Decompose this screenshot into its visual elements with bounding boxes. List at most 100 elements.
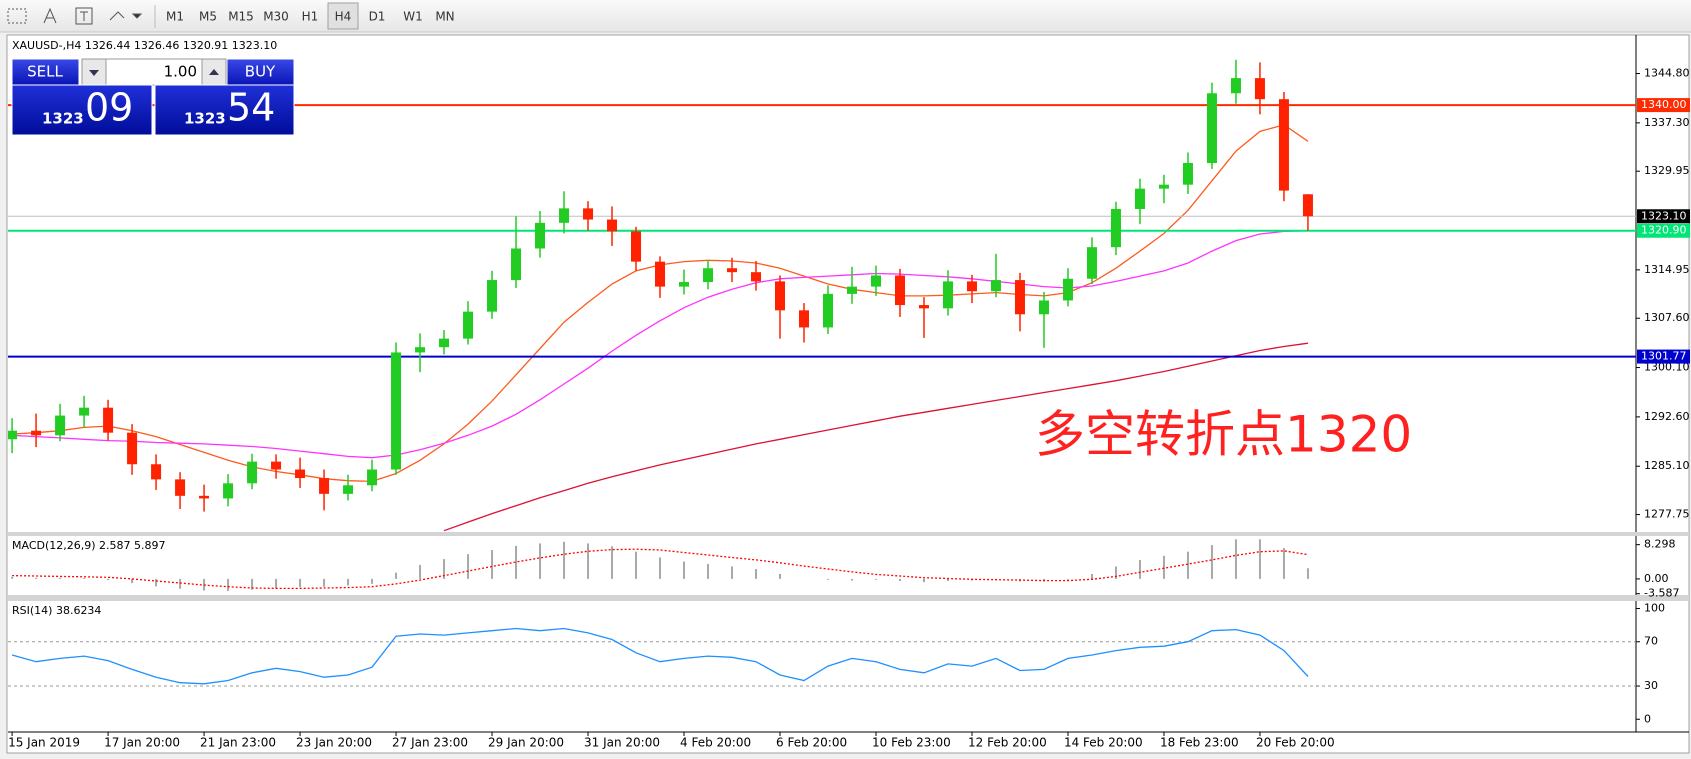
candle-body [727, 268, 738, 273]
timeframe-button[interactable]: M30 [263, 10, 289, 24]
x-tick-label: 17 Jan 20:00 [104, 736, 180, 750]
x-tick-label: 20 Feb 20:00 [1256, 736, 1335, 750]
ask-big: 1323 [184, 110, 226, 128]
candle-body [55, 415, 66, 436]
moving-average [443, 342, 1309, 532]
candle-body [319, 478, 330, 494]
icon-text[interactable] [43, 7, 57, 24]
sell-label: SELL [27, 63, 63, 81]
candle-body [391, 352, 402, 470]
active-timeframe [327, 2, 359, 30]
candle-body [583, 208, 594, 220]
price-label-box [1637, 349, 1690, 364]
candle-body [942, 281, 953, 309]
candle-body [1182, 162, 1193, 185]
candle-body [1086, 247, 1097, 279]
ask-small: 54 [227, 86, 275, 130]
toolbar-icons [7, 5, 156, 28]
price-label-box [1637, 98, 1690, 113]
x-tick-label: 12 Feb 20:00 [968, 736, 1047, 750]
candle-body [487, 280, 498, 312]
y-tick-label: 1307.60 [1644, 311, 1690, 324]
chart-window [6, 34, 1690, 754]
panes: 1344.80 1337.30 1329.95 1314.95 1307.60 1300.… [8, 39, 1690, 750]
candle-body [775, 281, 786, 311]
price-label: 1340.00 [1641, 98, 1687, 111]
candle-body [127, 432, 138, 465]
lot-down-arrow [89, 70, 99, 76]
x-tick-label: 14 Feb 20:00 [1064, 736, 1143, 750]
timeframe-button[interactable]: M15 [228, 10, 254, 24]
y-tick-label: 100 [1644, 602, 1665, 615]
candle-body [271, 461, 282, 470]
timeframe-button[interactable]: H1 [302, 10, 319, 24]
lot-field[interactable] [105, 58, 203, 86]
indicator-title: MACD(12,26,9) 2.587 5.897 [12, 539, 166, 552]
candle-body [463, 311, 474, 339]
candle-body [559, 208, 570, 223]
plot [11, 539, 1309, 591]
candle-body [1278, 99, 1289, 191]
candle-body [415, 347, 426, 353]
candle-body [1038, 300, 1049, 315]
pane-separator [8, 595, 1689, 601]
moving-average [12, 230, 1309, 459]
candle-body [535, 222, 546, 249]
bid-box[interactable] [11, 84, 153, 136]
annotation: 多空转折点1320 [1035, 406, 1412, 464]
price-label: 1301.77 [1641, 350, 1687, 363]
candle-body [439, 338, 450, 348]
candle-body [1158, 184, 1169, 189]
timeframe-button[interactable]: M1 [166, 10, 184, 24]
candle-body [607, 219, 618, 232]
timeframe-button[interactable]: M5 [199, 10, 217, 24]
candle-body [966, 281, 977, 292]
plot [8, 627, 1636, 687]
x-tick-label: 4 Feb 20:00 [680, 736, 751, 750]
candle-body [1254, 78, 1265, 100]
y-tick-label: 1314.95 [1644, 263, 1690, 276]
bid-big: 1323 [42, 110, 84, 128]
buy-button[interactable] [226, 58, 295, 86]
timeframe-button[interactable]: MN [435, 10, 454, 24]
x-tick-label: 23 Jan 20:00 [296, 736, 372, 750]
candle-body [751, 272, 762, 282]
icon-grid[interactable] [7, 8, 27, 24]
timeframe-bar: M1 M5 M15 M30 H1 H4 D1 W1 MN [166, 2, 455, 30]
timeframe-button[interactable]: W1 [403, 10, 423, 24]
candle-body [175, 479, 186, 496]
candle-body [1062, 278, 1073, 301]
candle-body [79, 407, 90, 416]
candle-body [799, 310, 810, 328]
y-tick-label: 1329.95 [1644, 164, 1690, 177]
x-tick-label: 27 Jan 23:00 [392, 736, 468, 750]
candle-body [846, 286, 857, 294]
toolbar [0, 0, 1691, 32]
y-tick-label: -3.587 [1644, 587, 1679, 600]
icon-dropdown[interactable] [131, 13, 143, 19]
candle-body [679, 282, 690, 287]
candle-body [990, 280, 1001, 292]
price-label-box [1637, 209, 1690, 224]
icon-label[interactable] [75, 7, 93, 25]
ask-box[interactable] [154, 84, 295, 136]
y-tick-label: 0 [1644, 712, 1651, 725]
y-tick-label: 1300.10 [1644, 361, 1690, 374]
candle-body [223, 483, 234, 499]
candle-body [1302, 194, 1313, 217]
pane: 1344.80 1337.30 1329.95 1314.95 1307.60 1300.… [8, 39, 1690, 532]
candle-body [870, 275, 881, 287]
candle-body [1014, 280, 1025, 315]
timeframe-button[interactable]: D1 [369, 10, 386, 24]
icon-arrows[interactable] [109, 11, 125, 21]
candle-body [631, 231, 642, 262]
rsi-line [11, 627, 1309, 685]
candle-body [655, 261, 666, 287]
timeframe-button[interactable]: H4 [335, 10, 352, 24]
candle-body [822, 293, 833, 328]
candle-body [295, 469, 306, 479]
candle-body [247, 461, 258, 484]
x-tick-label: 29 Jan 20:00 [488, 736, 564, 750]
